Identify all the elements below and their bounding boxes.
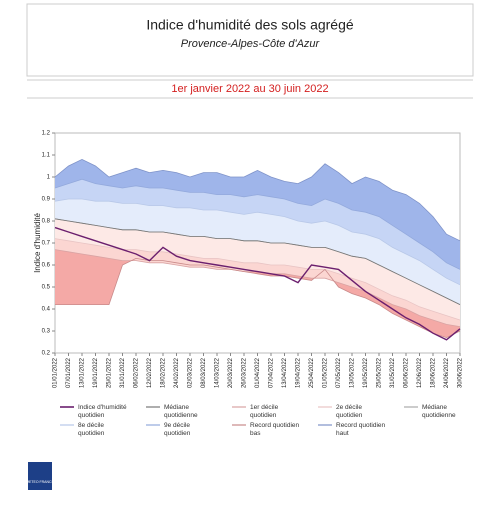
x-tick-label: 31/01/2022 <box>120 357 126 388</box>
y-axis-label: Indice d'humidité <box>33 213 42 273</box>
legend-label: 8e décile quotidien <box>78 422 105 437</box>
x-tick-label: 31/05/2022 <box>390 357 396 388</box>
x-tick-label: 19/04/2022 <box>296 357 302 388</box>
plot: 0.2 0.3 0.4 0.5 0.6 0.7 0.8 0.9 1 1.1 1.2 01/01/202… <box>42 131 464 388</box>
legend-label: 2e décile quotidien <box>336 404 363 419</box>
x-tick-label: 14/03/2022 <box>215 357 221 388</box>
x-tick-label: 25/01/2022 <box>107 357 113 388</box>
series-line <box>54 158 461 242</box>
x-tick-label: 18/06/2022 <box>431 357 437 388</box>
band-fill <box>55 159 460 270</box>
series-line <box>54 218 461 305</box>
band-fill <box>55 249 460 338</box>
series-line <box>54 178 461 270</box>
legend-label: Record quotidien haut <box>336 422 386 437</box>
x-tick-label: 19/01/2022 <box>93 357 99 388</box>
x-tick-label: 08/03/2022 <box>201 357 207 388</box>
x-tick-label: 19/05/2022 <box>363 357 369 388</box>
legend-label: Médiane quotidienne <box>164 404 198 419</box>
x-tick-label: 01/04/2022 <box>255 357 261 388</box>
y-tick-label: 0.2 <box>42 351 51 357</box>
y-tick-label: 0.6 <box>42 263 51 269</box>
chart-subtitle: Provence-Alpes-Côte d'Azur <box>181 38 321 50</box>
x-tick-label: 13/01/2022 <box>80 357 86 388</box>
band-fill <box>55 218 460 320</box>
legend-label: Record quotidien bas <box>250 422 300 437</box>
x-tick-label: 18/02/2022 <box>161 357 167 388</box>
y-tick-label: 1.2 <box>42 131 51 137</box>
logo-text: METEO FRANCE <box>26 480 54 484</box>
legend-label: 1er décile quotidien <box>250 404 279 419</box>
x-tick-label: 13/04/2022 <box>282 357 288 388</box>
y-tick-label: 0.8 <box>42 219 51 225</box>
x-tick-label: 25/05/2022 <box>377 357 383 388</box>
x-tick-label: 01/05/2022 <box>323 357 329 388</box>
x-tick-label: 01/01/2022 <box>53 357 59 388</box>
x-tick-label: 30/06/2022 <box>458 357 464 388</box>
x-tick-label: 13/05/2022 <box>350 357 356 388</box>
chart-title: Indice d'humidité des sols agrégé <box>146 17 354 33</box>
x-tick-label: 25/04/2022 <box>309 357 315 388</box>
x-tick-label: 06/02/2022 <box>134 357 140 388</box>
series-line <box>55 257 461 339</box>
x-tick-label: 02/03/2022 <box>188 357 194 388</box>
band-fill <box>55 199 460 305</box>
y-tick-label: 0.3 <box>42 329 51 335</box>
x-tick-label: 07/05/2022 <box>336 357 342 388</box>
y-tick-label: 0.9 <box>42 197 51 203</box>
logo <box>28 462 52 490</box>
y-tick-label: 1.1 <box>42 153 51 159</box>
series-line <box>54 198 461 286</box>
period: 1er janvier 2022 au 30 juin 2022 <box>171 83 328 95</box>
legend-label: 9e décile quotidien <box>164 422 191 437</box>
y-tick-label: 0.5 <box>42 285 51 291</box>
title-box <box>26 3 474 77</box>
x-tick-label: 06/06/2022 <box>404 357 410 388</box>
series-line <box>54 226 461 341</box>
x-tick-label: 26/03/2022 <box>242 357 248 388</box>
x-tick-label: 07/01/2022 <box>66 357 72 388</box>
x-tick-label: 24/02/2022 <box>174 357 180 388</box>
y-tick-label: 1 <box>47 175 51 181</box>
legend-label: Médiane quotidienne <box>422 404 456 419</box>
legend-label: Indice d'humidité quotidien <box>78 404 127 419</box>
x-tick-label: 07/04/2022 <box>269 357 275 388</box>
y-tick-label: 0.7 <box>42 241 51 247</box>
x-tick-label: 20/03/2022 <box>228 357 234 388</box>
y-tick-label: 0.4 <box>42 307 51 313</box>
x-tick-label: 12/02/2022 <box>147 357 153 388</box>
x-tick-label: 24/06/2022 <box>444 357 450 388</box>
x-tick-label: 12/06/2022 <box>417 357 423 388</box>
